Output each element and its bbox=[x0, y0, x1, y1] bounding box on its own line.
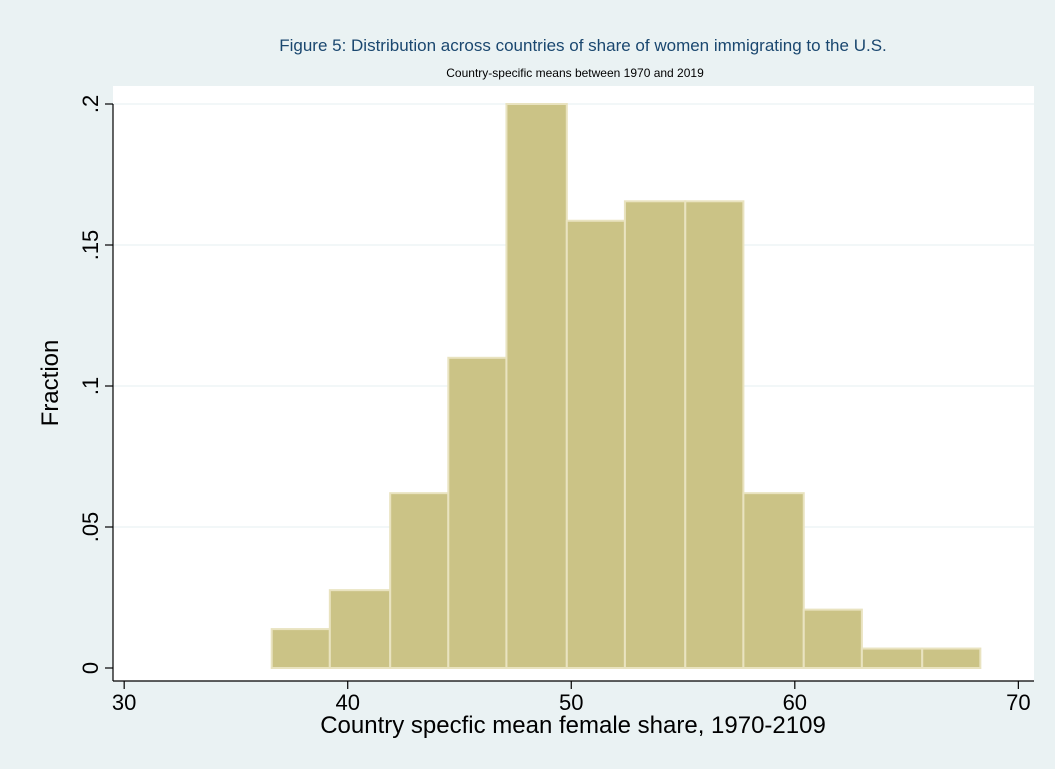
x-tick-label: 60 bbox=[783, 690, 807, 715]
histogram-bar bbox=[742, 492, 805, 669]
y-tick-label: 0 bbox=[78, 662, 103, 674]
y-tick-label: .1 bbox=[78, 377, 103, 395]
chart-title: Figure 5: Distribution across countries … bbox=[279, 36, 887, 55]
histogram-bar bbox=[328, 589, 392, 670]
histogram-bar bbox=[684, 200, 745, 669]
chart-subtitle: Country-specific means between 1970 and … bbox=[446, 66, 704, 80]
histogram-bars bbox=[270, 103, 982, 670]
histogram-bar bbox=[802, 608, 863, 669]
histogram-bar bbox=[270, 628, 331, 669]
histogram-bar bbox=[389, 492, 450, 669]
histogram-bar bbox=[447, 356, 508, 669]
histogram-bar bbox=[623, 200, 687, 669]
histogram-bar bbox=[565, 219, 626, 670]
x-tick-label: 70 bbox=[1006, 690, 1030, 715]
axes: 0 .05 .1 .15 .2 30 40 50 60 70 bbox=[78, 95, 1034, 715]
x-axis-label: Country specfic mean female share, 1970-… bbox=[320, 712, 826, 739]
histogram-bar bbox=[505, 103, 568, 669]
x-tick-label: 30 bbox=[112, 690, 136, 715]
y-tick-label: .2 bbox=[78, 95, 103, 113]
histogram-bar bbox=[860, 647, 924, 669]
histogram-bar bbox=[921, 647, 982, 669]
y-tick-label: .15 bbox=[78, 230, 103, 261]
x-tick-label: 40 bbox=[335, 690, 359, 715]
x-tick-label: 50 bbox=[559, 690, 583, 715]
y-axis-label: Fraction bbox=[37, 340, 64, 427]
y-tick-label: .05 bbox=[78, 512, 103, 543]
